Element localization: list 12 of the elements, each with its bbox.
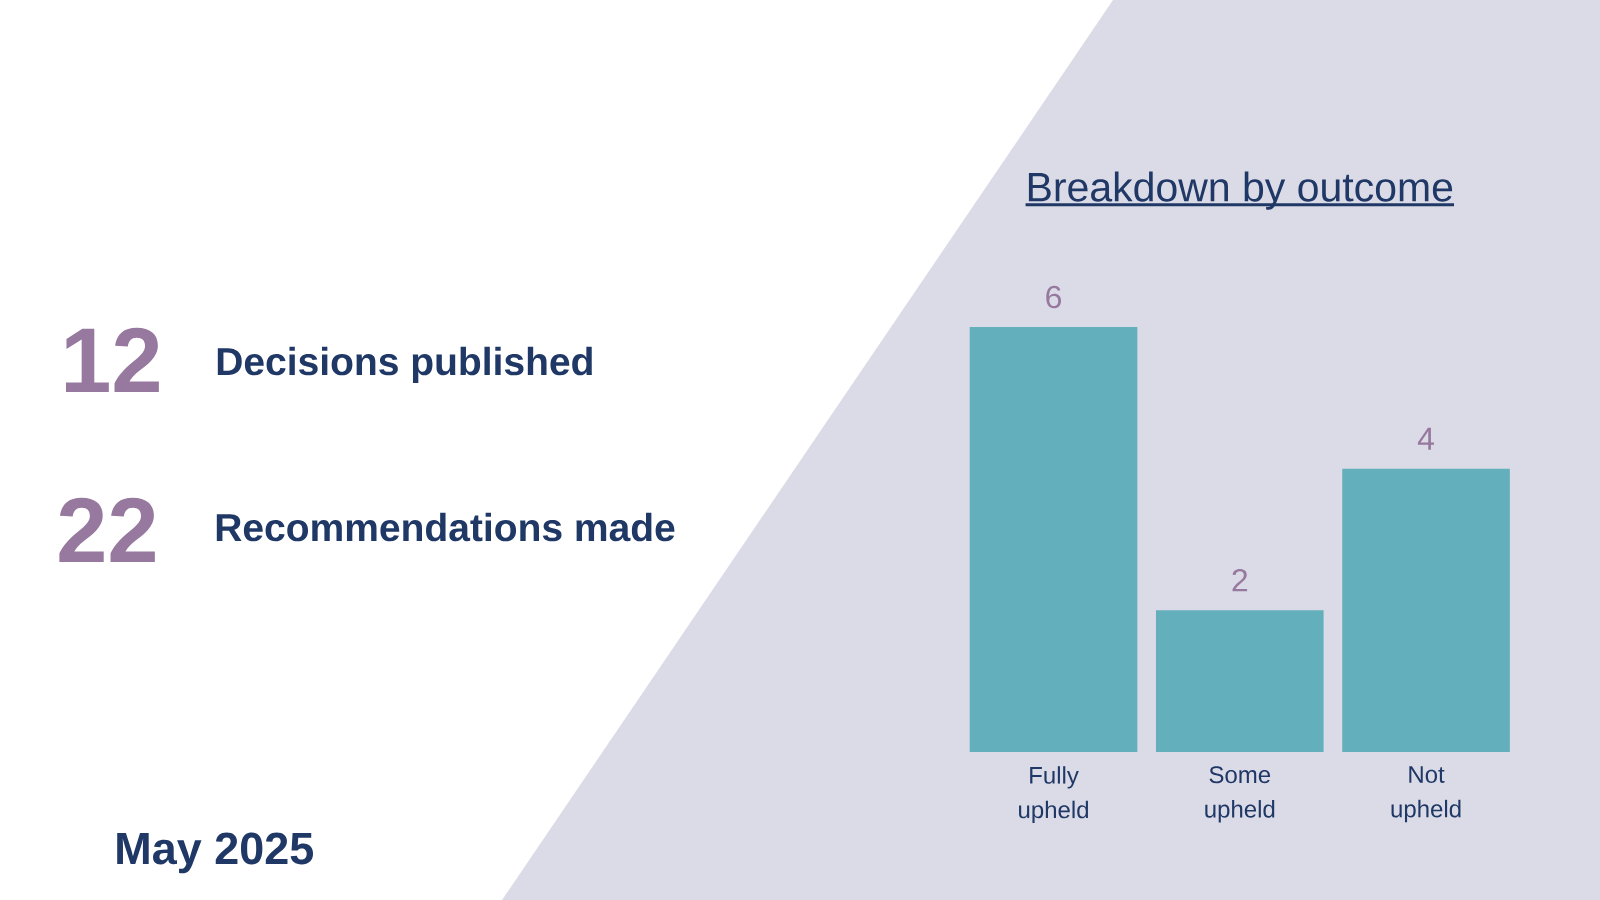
x-tick-label: Fully upheld (1019, 766, 1088, 824)
chart-title: Breakdown by outcome (1028, 171, 1453, 210)
text: Decisions published (217, 346, 592, 384)
x-tick-label: Not upheld (1391, 766, 1461, 823)
text: 22 (59, 497, 155, 562)
data-label: 2 (1232, 569, 1248, 592)
x-tick-label: Some upheld (1205, 766, 1275, 823)
text: Recommendations made (216, 512, 675, 542)
text: May 2025 (117, 832, 314, 874)
text: 12 (65, 327, 159, 392)
data-label: 6 (1046, 285, 1062, 309)
data-label: 4 (1417, 427, 1434, 450)
